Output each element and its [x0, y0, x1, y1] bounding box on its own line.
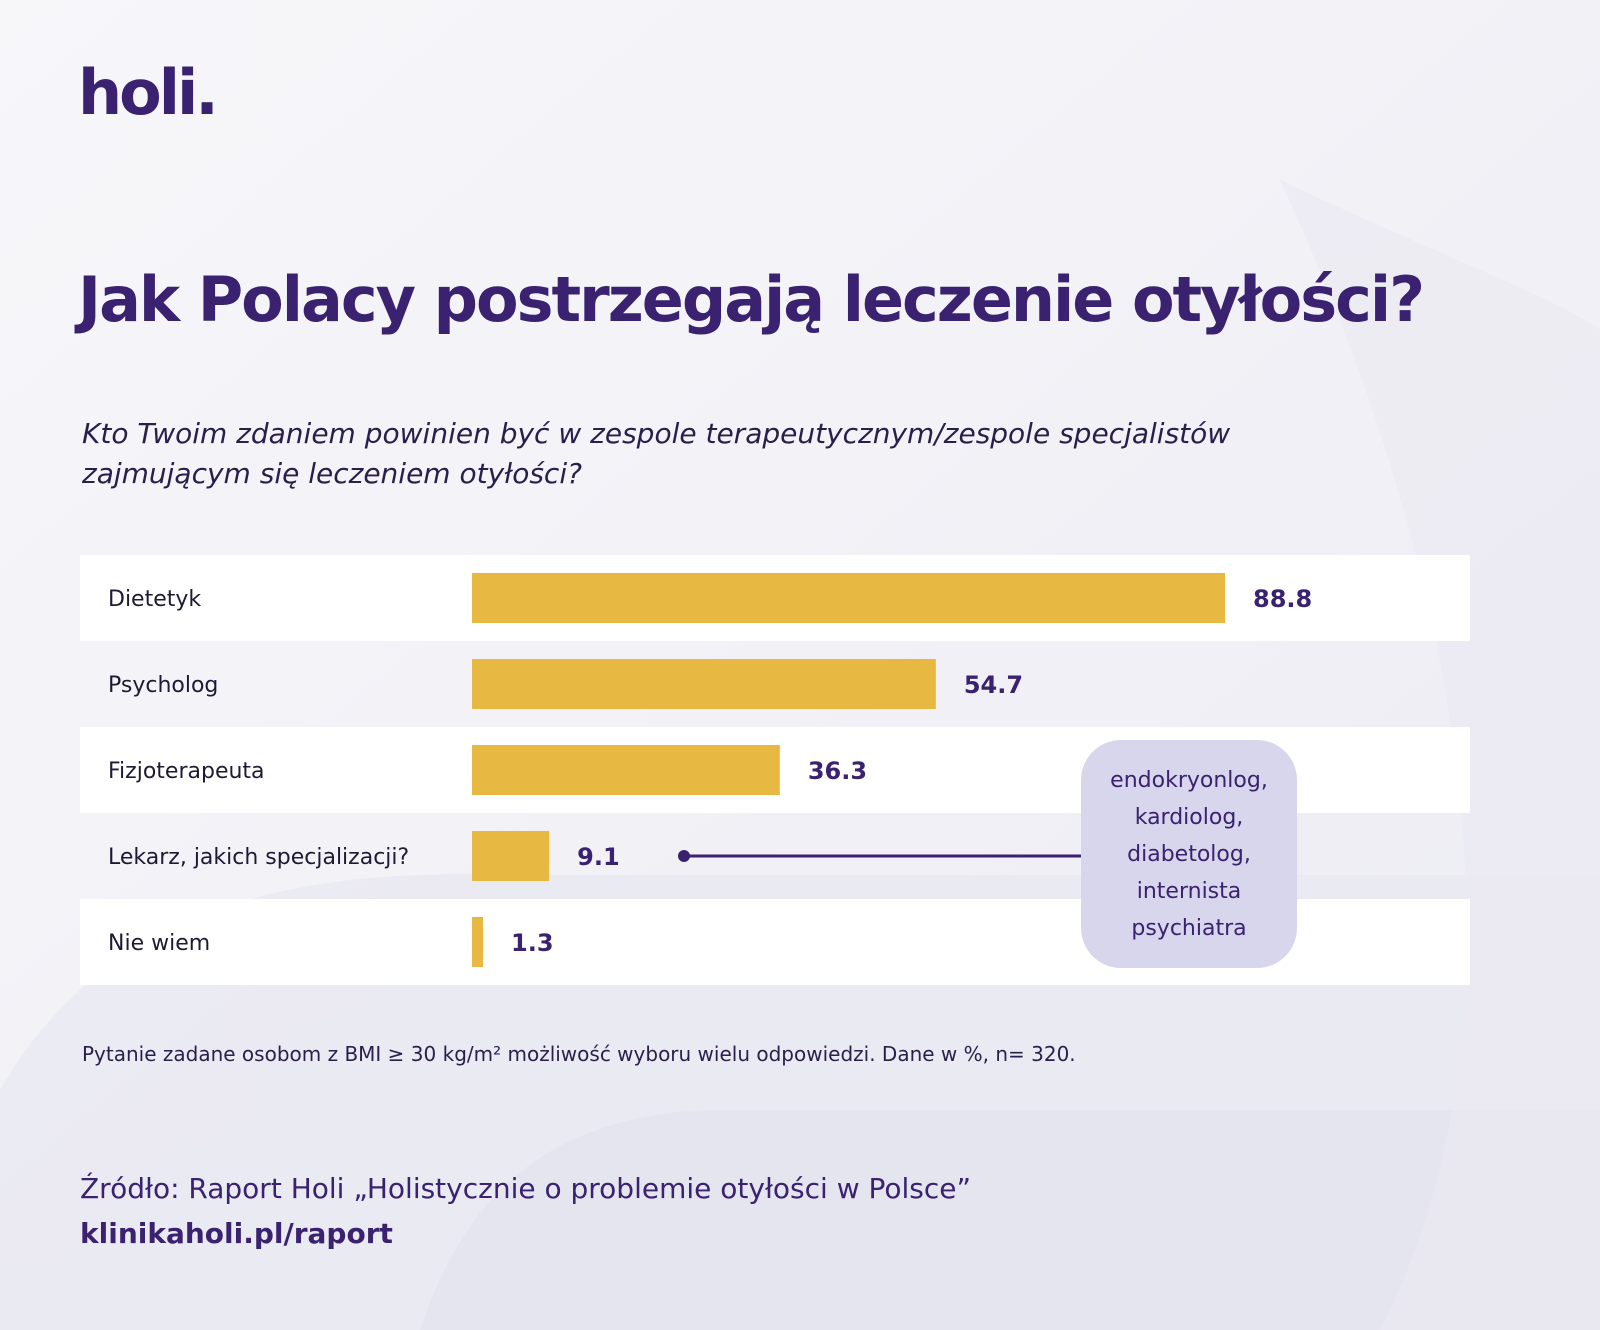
bar [472, 831, 550, 881]
source-link[interactable]: klinikaholi.pl/raport [80, 1217, 393, 1250]
holi-logo: holi. [78, 56, 219, 129]
callout-line-3: diabetolog, [1127, 841, 1251, 867]
bar [472, 573, 1226, 623]
callout-line-1: endokryonlog, [1110, 767, 1268, 793]
value-label: 36.3 [808, 757, 867, 785]
value-label: 9.1 [577, 843, 620, 871]
methodology-note: Pytanie zadane osobom z BMI ≥ 30 kg/m² m… [82, 1042, 1076, 1066]
category-label: Dietetyk [108, 587, 201, 612]
callout-line-2: kardiolog, [1134, 804, 1244, 830]
category-label: Fizjoterapeuta [108, 759, 265, 784]
category-label: Lekarz, jakich specjalizacji? [108, 845, 409, 870]
survey-question: Kto Twoim zdaniem powinien być w zespole… [82, 417, 1231, 490]
category-label: Psycholog [108, 673, 218, 698]
value-label: 54.7 [964, 671, 1023, 699]
specializations-callout: endokryonlog, kardiolog, diabetolog, int… [1081, 740, 1297, 968]
value-label: 1.3 [511, 929, 554, 957]
value-label: 88.8 [1253, 585, 1312, 613]
annotation-connector-dot [678, 850, 690, 862]
source-text: Źródło: Raport Holi „Holistycznie o prob… [80, 1172, 972, 1205]
bar [472, 745, 780, 795]
page-title: Jak Polacy postrzegają leczenie otyłości… [78, 263, 1425, 336]
callout-line-4: internista [1136, 878, 1242, 904]
bar [472, 659, 936, 709]
bar [472, 917, 484, 967]
callout-line-5: psychiatra [1131, 915, 1247, 941]
category-label: Nie wiem [108, 931, 210, 956]
